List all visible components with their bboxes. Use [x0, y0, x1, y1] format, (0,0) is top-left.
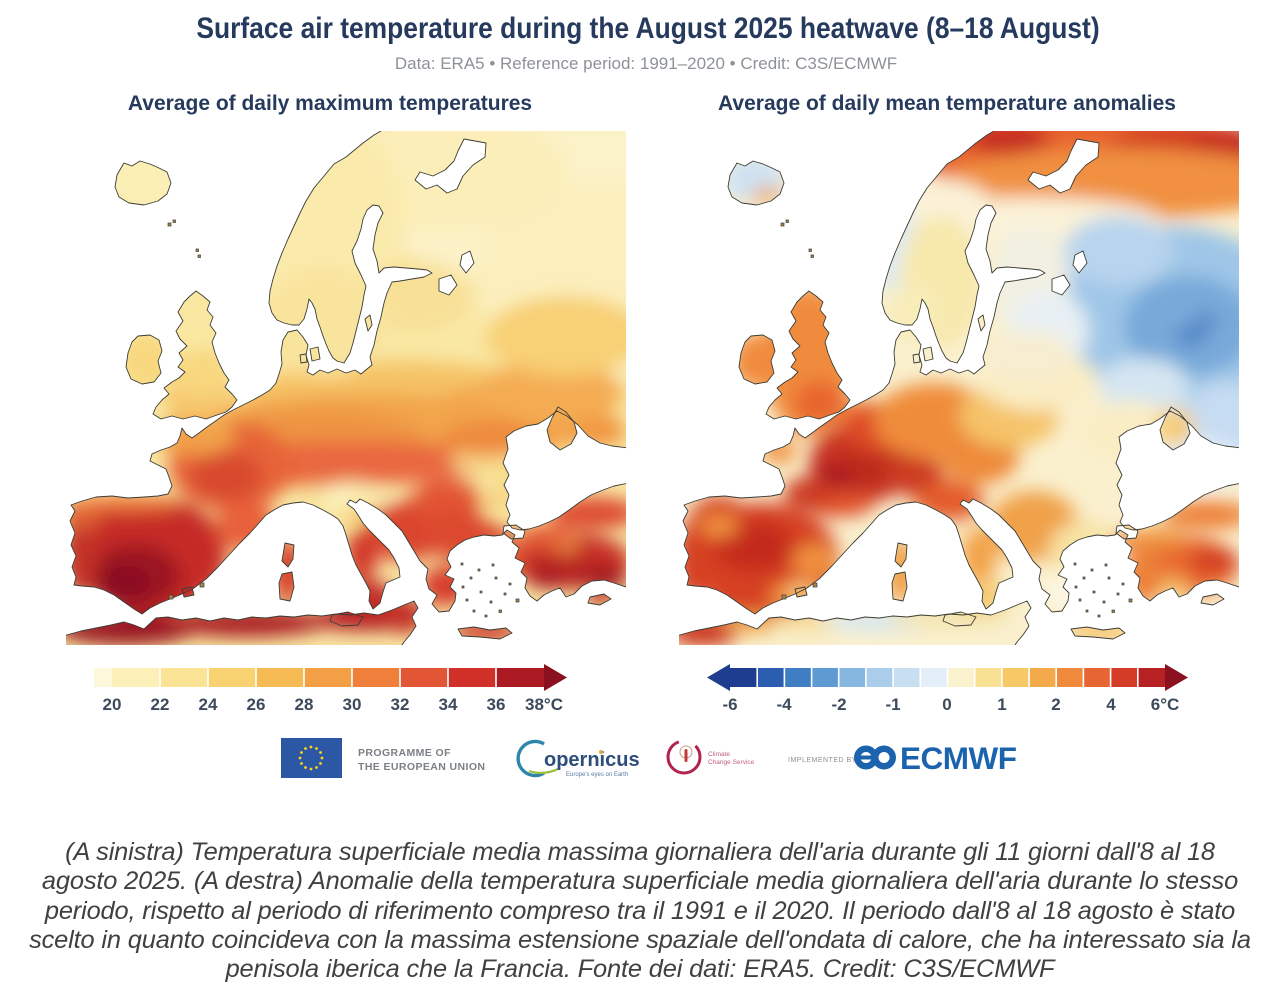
svg-text:22: 22: [151, 695, 170, 714]
svg-text:6°C: 6°C: [1151, 695, 1180, 714]
svg-text:36: 36: [487, 695, 506, 714]
svg-text:-6: -6: [722, 695, 737, 714]
svg-text:38°C: 38°C: [525, 695, 563, 714]
svg-text:28: 28: [295, 695, 314, 714]
svg-text:IMPLEMENTED BY: IMPLEMENTED BY: [788, 757, 857, 764]
svg-text:34: 34: [439, 695, 458, 714]
svg-text:30: 30: [343, 695, 362, 714]
svg-text:4: 4: [1106, 695, 1116, 714]
svg-text:2: 2: [1051, 695, 1060, 714]
svg-text:Climate: Climate: [708, 751, 730, 758]
svg-text:ECMWF: ECMWF: [900, 740, 1017, 776]
svg-text:PROGRAMME OF: PROGRAMME OF: [358, 747, 451, 759]
svg-text:24: 24: [199, 695, 218, 714]
svg-text:-2: -2: [831, 695, 846, 714]
svg-text:-4: -4: [776, 695, 792, 714]
svg-text:opernicus: opernicus: [544, 749, 640, 771]
svg-text:THE EUROPEAN UNION: THE EUROPEAN UNION: [358, 761, 485, 773]
svg-text:32: 32: [391, 695, 410, 714]
svg-text:0: 0: [942, 695, 951, 714]
svg-text:26: 26: [247, 695, 266, 714]
svg-text:Europe's eyes on Earth: Europe's eyes on Earth: [566, 772, 628, 778]
svg-text:20: 20: [103, 695, 122, 714]
svg-text:-1: -1: [885, 695, 900, 714]
svg-text:1: 1: [997, 695, 1006, 714]
svg-text:Change Service: Change Service: [708, 759, 755, 766]
